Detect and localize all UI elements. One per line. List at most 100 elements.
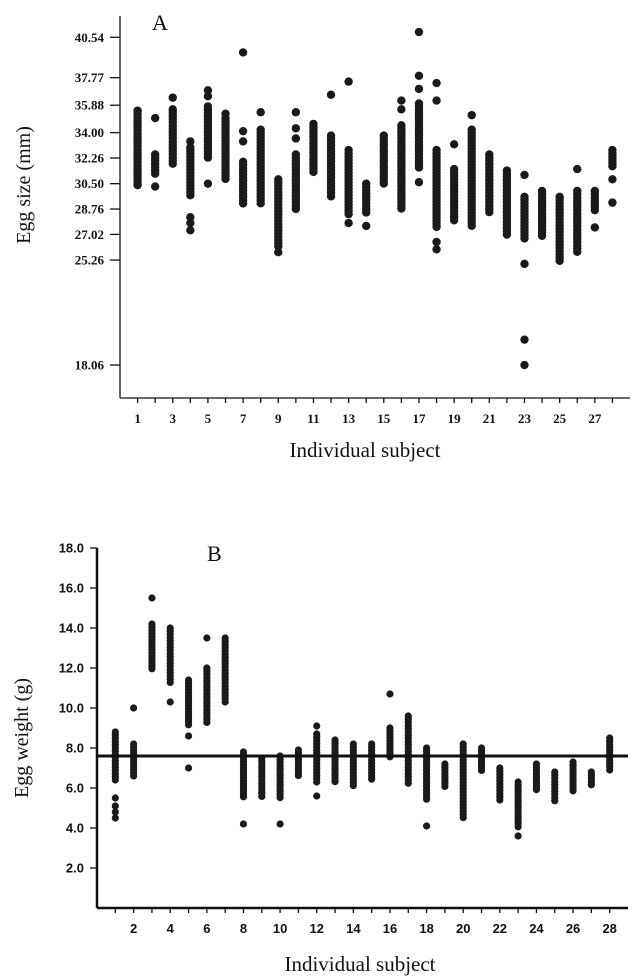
data-point (276, 794, 284, 802)
x-tick-label: 15 (377, 411, 391, 426)
data-point (203, 153, 213, 162)
x-tick-label: 6 (203, 921, 210, 936)
data-point (569, 787, 577, 795)
data-point (238, 126, 248, 136)
subject-10-marks (291, 108, 301, 214)
panel-b-x-label: Individual subject (284, 952, 435, 976)
subject-17-marks (404, 712, 412, 787)
data-point (477, 766, 486, 775)
data-point (186, 218, 195, 228)
data-point (326, 192, 336, 201)
subject-8-marks (239, 748, 248, 828)
data-point (608, 198, 617, 207)
subject-3-marks (148, 594, 156, 673)
subject-1-marks (111, 728, 119, 822)
data-point (502, 230, 512, 239)
data-point (150, 113, 160, 123)
subject-8-marks (256, 108, 265, 208)
data-point (291, 134, 301, 143)
y-tick-label: 35.88 (75, 98, 105, 113)
subject-23-marks (520, 170, 529, 370)
subject-18-marks (422, 744, 431, 830)
data-point (449, 140, 459, 149)
subject-4-marks (186, 137, 195, 235)
data-point (587, 781, 595, 789)
data-point (221, 174, 230, 184)
data-point (422, 795, 431, 803)
data-point (258, 792, 266, 801)
y-tick-label: 14.0 (59, 621, 84, 636)
subject-15-marks (368, 740, 376, 783)
subject-7-marks (238, 48, 248, 208)
subject-14-marks (349, 740, 357, 790)
subject-21-marks (485, 150, 494, 217)
data-point (274, 247, 283, 257)
data-point (221, 698, 229, 706)
x-tick-label: 2 (130, 921, 137, 936)
data-point (432, 96, 441, 105)
y-tick-label: 8.0 (66, 741, 84, 756)
subject-5-marks (184, 676, 193, 772)
x-tick-label: 18 (419, 921, 433, 936)
data-point (520, 360, 529, 370)
data-point (514, 832, 522, 840)
data-point (467, 110, 476, 120)
x-tick-label: 3 (170, 411, 177, 426)
x-tick-label: 5 (205, 411, 212, 426)
data-point (344, 209, 353, 219)
data-point (326, 90, 336, 99)
data-point (386, 690, 394, 698)
x-tick-label: 9 (275, 411, 282, 426)
x-tick-label: 28 (602, 921, 616, 936)
data-point (186, 226, 195, 235)
x-tick-label: 27 (588, 411, 602, 426)
panel-a: A 18.06 25.26 27.02 28.76 30.50 32.26 34.00 35.… (13, 10, 630, 462)
data-point (432, 237, 441, 247)
data-point (379, 179, 388, 188)
data-point (148, 594, 156, 602)
data-point (203, 179, 213, 188)
subject-9-marks (258, 754, 266, 801)
data-point (573, 164, 582, 174)
data-point (111, 794, 119, 802)
data-point (130, 704, 138, 712)
subject-2-marks (150, 113, 160, 191)
data-point (186, 191, 195, 200)
data-point (537, 231, 547, 240)
panel-a-x-ticks: 1 3 5 7 9 11 13 15 17 19 21 23 25 27 (134, 398, 614, 426)
data-point (368, 775, 376, 783)
data-point (414, 178, 424, 187)
panel-a-y-ticks: 18.06 25.26 27.02 28.76 30.50 32.26 34.00 35.88… (75, 30, 120, 373)
y-tick-label: 27.02 (75, 227, 104, 242)
subject-15-marks (379, 131, 388, 188)
data-point (432, 222, 441, 232)
data-point (414, 163, 424, 172)
data-point (309, 167, 318, 177)
data-point (404, 779, 412, 787)
y-tick-label: 2.0 (66, 861, 84, 876)
data-point (349, 782, 357, 790)
data-point (422, 822, 431, 830)
data-point (203, 91, 213, 101)
data-point (331, 778, 339, 786)
data-point (590, 205, 600, 215)
subject-3-marks (168, 93, 177, 168)
data-point (294, 772, 303, 780)
data-point (496, 796, 504, 804)
subject-22-marks (496, 764, 504, 804)
data-point (514, 823, 522, 831)
subject-28-marks (606, 734, 614, 774)
data-point (313, 722, 321, 730)
x-tick-label: 8 (240, 921, 247, 936)
subject-5-marks (203, 86, 213, 188)
y-tick-label: 32.26 (75, 151, 105, 166)
subject-26-marks (573, 164, 582, 256)
y-tick-label: 40.54 (75, 30, 105, 45)
y-tick-label: 28.76 (75, 202, 105, 217)
data-point (203, 86, 213, 95)
data-point (133, 180, 142, 190)
subject-19-marks (441, 760, 449, 791)
data-point (520, 259, 529, 269)
data-point (168, 93, 177, 102)
